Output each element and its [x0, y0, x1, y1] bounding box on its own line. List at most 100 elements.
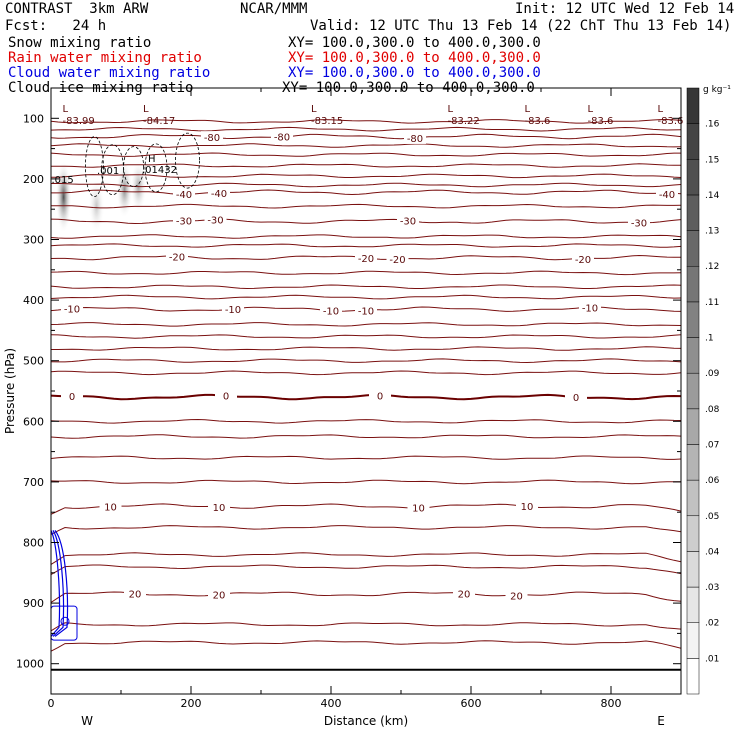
cloud-ice-label: .001: [97, 166, 119, 177]
contour-label: -20: [169, 252, 185, 263]
contour-label-bg: [320, 304, 342, 317]
temperature-contour-line: [51, 270, 681, 276]
contour-label-bg: [173, 187, 195, 200]
field-cloudwater-xy: XY= 100.0,300.0 to 400.0,300.0: [288, 65, 541, 81]
colorbar-level-label: .1: [705, 334, 714, 344]
temperature-contour-line: [51, 346, 681, 351]
valid-time: Valid: 12 UTC Thu 13 Feb 14 (22 ChT Thu …: [310, 18, 732, 34]
high-marker-letter: H: [148, 154, 156, 165]
colorbar-level-label: .04: [705, 547, 720, 557]
field-snow-xy: XY= 100.0,300.0 to 400.0,300.0: [288, 35, 541, 51]
init-time: Init: 12 UTC Wed 12 Feb 14: [515, 1, 735, 17]
colorbar-swatch: [686, 265, 700, 303]
y-tick-label: 200: [23, 173, 44, 186]
temperature-contour-line: [51, 189, 681, 196]
contour-label: -40: [211, 189, 227, 200]
temperature-contour-line: [51, 370, 681, 376]
contour-label: 10: [213, 503, 226, 514]
colorbar-level-label: .05: [705, 512, 719, 522]
contour-label-bg: [565, 390, 587, 403]
colorbar-swatch: [686, 408, 700, 445]
contour-label-bg: [397, 214, 419, 227]
contour-label: -10: [225, 305, 241, 316]
forecast-hour: Fcst: 24 h: [5, 18, 107, 34]
field-rain-xy: XY= 100.0,300.0 to 400.0,300.0: [288, 50, 541, 66]
contour-label: -30: [207, 216, 223, 227]
contour-label: 0: [573, 393, 579, 404]
x-tick-label: 0: [48, 697, 55, 710]
contour-label: 20: [213, 590, 226, 601]
cloud-water-contour-layer: [51, 529, 78, 641]
contour-label: 20: [510, 592, 523, 603]
temperature-contour-layer: -80 -80 -80 -40 -40 -40 -30 -30 -30 -30 -20 -20 -20 -…: [51, 118, 681, 652]
contour-label-bg: [516, 500, 538, 513]
contour-label: -10: [582, 304, 598, 315]
y-tick-label: 300: [23, 234, 44, 247]
colorbar-level-label: .08: [705, 405, 720, 415]
low-marker-letter: L: [448, 104, 454, 115]
low-marker-value: -83.6: [588, 116, 614, 127]
low-marker-letter: L: [658, 104, 664, 115]
contour-label-bg: [572, 252, 594, 265]
colorbar-level-label: .12: [705, 262, 719, 272]
contour-label: -40: [659, 190, 675, 201]
contour-label-bg: [355, 304, 377, 317]
east-label: E: [657, 714, 665, 728]
contour-label: -20: [358, 254, 374, 265]
temperature-contour-line: [51, 358, 681, 364]
low-marker-value: -83.22: [448, 116, 480, 127]
contour-label-bg: [355, 251, 377, 264]
contour-label-bg: [222, 302, 244, 315]
low-marker-letter: L: [588, 104, 594, 115]
colorbar-swatch: [686, 479, 700, 517]
contour-label-bg: [208, 186, 230, 199]
colorbar-level-label: .13: [705, 227, 719, 237]
y-tick-label: 800: [23, 537, 44, 550]
low-marker-letter: L: [311, 104, 317, 115]
contour-label: 0: [377, 391, 383, 402]
contour-label: 10: [412, 503, 425, 514]
colorbar-swatch: [686, 123, 700, 160]
marker-layer: L-83.99L-84.17L-83.15L-83.22L-83.6L-83.6…: [52, 104, 684, 186]
temperature-contour-line: [51, 525, 681, 535]
colorbar-swatch: [686, 301, 700, 338]
y-tick-label: 100: [23, 112, 44, 125]
temperature-contour-line: [51, 126, 681, 132]
low-marker-value: -84.17: [143, 116, 175, 127]
temperature-contour-line: [51, 284, 681, 290]
cloud-water-contour: [60, 616, 70, 626]
temperature-contour-line: [51, 152, 681, 157]
temperature-contour-line: [51, 455, 681, 460]
contour-label-bg: [628, 216, 650, 229]
contour-label-bg: [407, 501, 430, 514]
contour-label: -30: [176, 217, 192, 228]
contour-label-bg: [61, 389, 83, 402]
y-tick-label: 900: [23, 597, 44, 610]
temperature-contour-line: [51, 182, 681, 188]
colorbar-level-label: .03: [705, 583, 719, 593]
cloud-ice-contour-layer: [85, 132, 200, 198]
high-marker-value: .01432: [142, 165, 177, 176]
field-cloudwater-name: Cloud water mixing ratio: [8, 65, 211, 81]
contour-label-bg: [369, 389, 391, 402]
contour-label: 10: [521, 502, 534, 513]
contour-label-bg: [61, 302, 83, 315]
colorbar-swatch: [686, 586, 700, 623]
cloud-ice-contour: [144, 143, 168, 193]
cloud-ice-label: .015: [52, 175, 74, 186]
colorbar-swatch: [686, 622, 700, 659]
colorbar-swatch: [686, 444, 700, 481]
cloud-water-contour: [51, 605, 78, 641]
y-tick-label: 700: [23, 476, 44, 489]
colorbar-swatch: [686, 658, 700, 695]
contour-label-bg: [99, 500, 122, 513]
contour-label: 0: [223, 392, 229, 403]
x-axis-title: Distance (km): [324, 714, 408, 728]
contour-label-bg: [201, 131, 223, 144]
contour-label-bg: [208, 501, 230, 514]
cloud-ice-contour: [85, 136, 104, 198]
temperature-contour-line: [51, 479, 681, 485]
colorbar-level-label: .09: [705, 369, 720, 379]
